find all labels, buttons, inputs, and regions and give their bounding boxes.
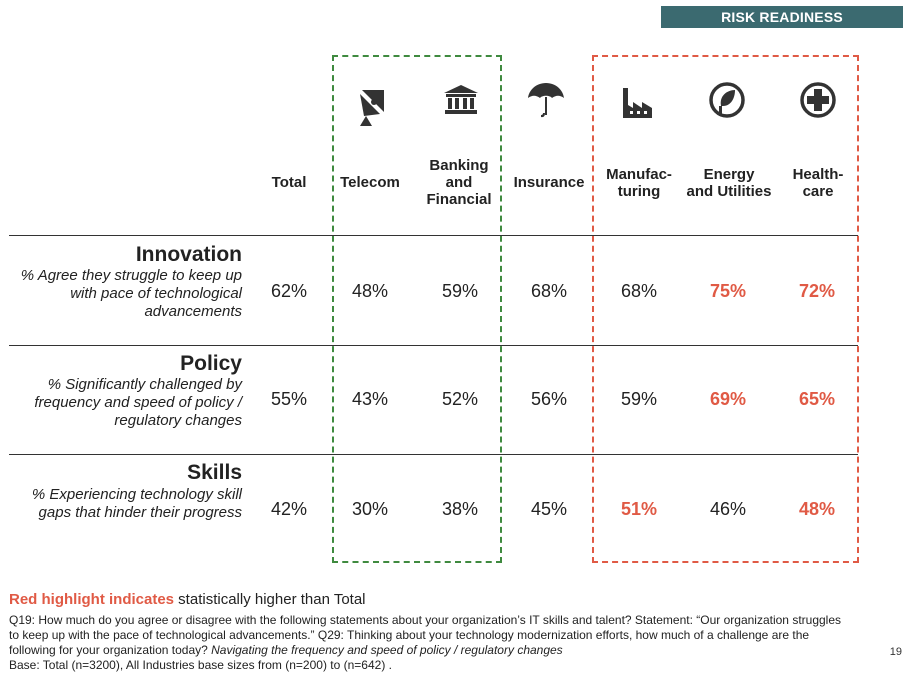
value-total: 62% <box>270 281 308 301</box>
value-insurance: 68% <box>530 281 568 301</box>
footnote-questions: Q19: How much do you agree or disagree w… <box>9 613 842 657</box>
value-total: 55% <box>270 389 308 409</box>
header-manufacturing: Manufac- turing <box>606 166 672 200</box>
header-total: Total <box>271 174 307 191</box>
value-healthcare: 48% <box>798 499 836 519</box>
header-telecom: Telecom <box>340 174 400 191</box>
row-title-skills: Skills <box>187 461 242 484</box>
value-banking: 38% <box>441 499 479 519</box>
section-badge: RISK READINESS <box>661 6 903 28</box>
highlight-group-frame <box>592 55 859 563</box>
satellite-dish-icon <box>352 86 392 126</box>
leaf-plug-icon <box>707 80 747 120</box>
row-divider <box>9 345 858 346</box>
value-banking: 52% <box>441 389 479 409</box>
header-healthcare: Health- care <box>792 166 844 200</box>
row-title-policy: Policy <box>180 352 242 375</box>
medical-cross-icon <box>798 80 838 120</box>
value-manufacturing: 59% <box>620 389 658 409</box>
value-energy: 69% <box>709 389 747 409</box>
row-title-innovation: Innovation <box>135 243 242 266</box>
value-insurance: 45% <box>530 499 568 519</box>
value-energy: 46% <box>709 499 747 519</box>
value-manufacturing: 68% <box>620 281 658 301</box>
row-divider <box>9 235 858 236</box>
telecom-banking-group-frame <box>332 55 502 563</box>
header-insurance: Insurance <box>513 174 585 191</box>
factory-icon <box>617 82 657 122</box>
bank-icon <box>441 80 481 120</box>
row-desc-innovation: % Agree they struggle to keep up with pa… <box>20 267 242 320</box>
row-desc-skills: % Experiencing technology skill gaps tha… <box>31 486 242 521</box>
value-healthcare: 65% <box>798 389 836 409</box>
row-divider <box>9 454 858 455</box>
footnote: Q19: How much do you agree or disagree w… <box>9 613 849 673</box>
legend-text: statistically higher than Total <box>174 591 366 608</box>
value-telecom: 30% <box>351 499 389 519</box>
legend-highlight-label: Red highlight indicates <box>9 591 175 608</box>
row-desc-policy: % Significantly challenged by frequency … <box>34 376 242 429</box>
footnote-statement: Navigating the frequency and speed of po… <box>211 643 563 657</box>
value-total: 42% <box>270 499 308 519</box>
footnote-base: Base: Total (n=3200), All Industries bas… <box>9 658 392 672</box>
value-manufacturing: 51% <box>620 499 658 519</box>
value-energy: 75% <box>709 281 747 301</box>
value-insurance: 56% <box>530 389 568 409</box>
value-healthcare: 72% <box>798 281 836 301</box>
value-telecom: 43% <box>351 389 389 409</box>
page-number: 19 <box>889 646 902 658</box>
header-energy: Energy and Utilities <box>686 166 772 200</box>
legend: Red highlight indicates statistically hi… <box>9 591 366 608</box>
umbrella-icon <box>526 80 566 120</box>
value-telecom: 48% <box>351 281 389 301</box>
value-banking: 59% <box>441 281 479 301</box>
header-banking: Banking and Financial <box>426 157 492 208</box>
